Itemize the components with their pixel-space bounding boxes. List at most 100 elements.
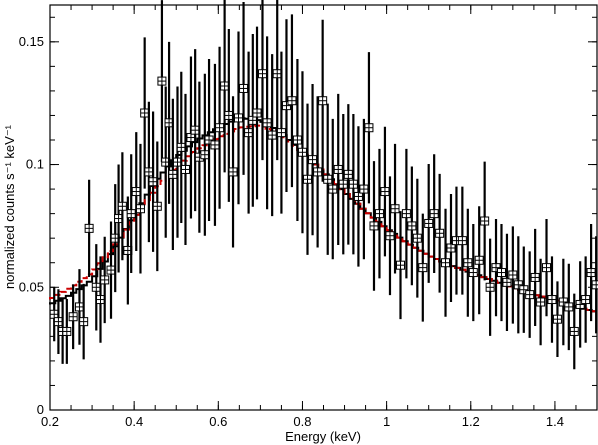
- data-point: [558, 258, 568, 346]
- data-point: [441, 208, 451, 317]
- data-point: [152, 141, 162, 272]
- data-point: [176, 71, 186, 223]
- data-point: [323, 103, 333, 255]
- data-point: [343, 104, 353, 245]
- data-point: [547, 256, 557, 343]
- data-point: [248, 33, 258, 207]
- data-point: [525, 251, 535, 338]
- data-point: [144, 101, 154, 243]
- x-tick-label: 0.6: [209, 414, 227, 429]
- data-point: [575, 261, 585, 348]
- data-point: [200, 73, 210, 236]
- x-tick-label: 1.4: [546, 414, 564, 429]
- data-point: [591, 236, 598, 334]
- data-point: [485, 238, 495, 336]
- data-point: [297, 71, 307, 234]
- data-point: [262, 36, 272, 210]
- data-point: [186, 56, 196, 219]
- data-point: [569, 293, 579, 370]
- data-point: [328, 118, 338, 260]
- data-point: [418, 213, 428, 322]
- data-point: [210, 63, 220, 226]
- data-point: [457, 186, 467, 295]
- data-point: [180, 93, 190, 246]
- y-tick-label: 0.15: [19, 34, 44, 49]
- data-point: [244, 51, 254, 214]
- data-point: [348, 113, 358, 255]
- data-point: [239, 2, 249, 175]
- data-point: [480, 161, 490, 281]
- x-tick-label: 1: [383, 414, 390, 429]
- x-tick-label: 0.2: [41, 414, 59, 429]
- x-tick-label: 0.4: [125, 414, 143, 429]
- data-point: [581, 256, 591, 343]
- data-point: [267, 54, 277, 217]
- tick-labels: 0.2 0.4 0.6 0.8 1 1.2 1.4 0 0.05 0.1 0.15: [19, 34, 564, 429]
- data-point: [281, 19, 291, 193]
- data-point: [204, 59, 214, 221]
- data-point: [364, 52, 374, 204]
- data-point: [474, 206, 484, 315]
- data-point: [140, 37, 150, 189]
- data-point: [68, 284, 78, 350]
- y-axis-label: normalized counts s⁻¹ keV⁻¹: [2, 124, 17, 289]
- data-point: [228, 96, 238, 248]
- x-tick-label: 0.8: [293, 414, 311, 429]
- data-point: [385, 176, 395, 296]
- data-point: [84, 179, 94, 277]
- data-point: [463, 208, 473, 317]
- data-point: [502, 233, 512, 331]
- data-point: [446, 194, 456, 302]
- data-point: [508, 226, 518, 324]
- data-point: [308, 84, 318, 236]
- axis-ticks: [49, 5, 598, 411]
- data-point: [135, 143, 145, 274]
- data-point: [100, 236, 110, 324]
- y-tick-label: 0.1: [26, 157, 44, 172]
- data-point: [407, 166, 417, 286]
- data-point: [412, 178, 422, 298]
- data-point: [131, 132, 141, 251]
- data-point: [513, 236, 523, 334]
- data-point: [333, 93, 343, 246]
- x-tick-label: 1.2: [462, 414, 480, 429]
- data-point: [530, 228, 540, 327]
- data-point: [287, 14, 297, 188]
- data-point: [564, 263, 574, 351]
- data-point: [234, 31, 244, 205]
- data-point: [552, 281, 562, 357]
- data-point: [390, 143, 400, 274]
- data-point: [338, 113, 348, 255]
- data-point: [215, 46, 225, 209]
- data-point: [429, 154, 439, 274]
- y-tick-label: 0: [37, 402, 44, 417]
- data-point: [496, 223, 506, 322]
- data-point: [49, 287, 59, 342]
- data-point: [396, 211, 406, 320]
- data-point: [252, 26, 262, 200]
- data-point: [435, 173, 445, 293]
- data-point: [303, 103, 313, 255]
- data-point: [318, 19, 328, 182]
- data-point: [519, 246, 529, 333]
- data-point: [79, 283, 89, 360]
- data-point: [374, 148, 384, 279]
- data-point: [468, 223, 478, 322]
- data-points: [49, 0, 598, 370]
- data-point: [401, 148, 411, 279]
- data-point: [292, 59, 302, 221]
- data-point: [148, 111, 158, 252]
- data-point: [491, 219, 501, 317]
- data-point: [220, 0, 230, 173]
- data-point: [91, 244, 101, 331]
- data-point: [257, 0, 267, 161]
- data-point: [353, 126, 363, 267]
- data-point: [359, 118, 369, 260]
- data-point: [157, 0, 167, 163]
- data-point: [369, 161, 379, 291]
- data-point: [74, 269, 84, 345]
- data-point: [424, 164, 434, 283]
- x-axis-label: Energy (keV): [285, 429, 361, 444]
